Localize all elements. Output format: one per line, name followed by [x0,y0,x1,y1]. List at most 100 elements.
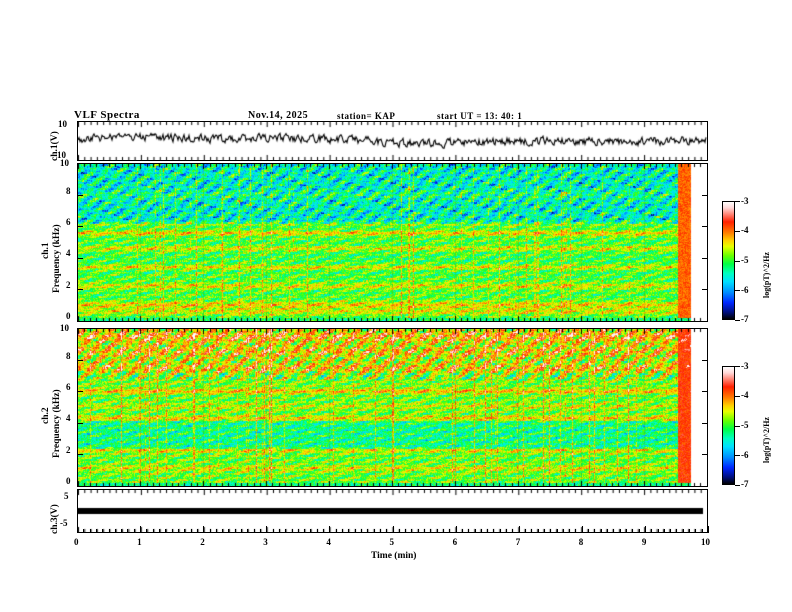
x-tick-mark [543,529,545,533]
ch1-spec-ytick-10: 10 [60,158,69,168]
x-tick-mark [569,529,571,533]
x-tick-label-0: 0 [74,537,79,547]
x-tick-mark [266,526,268,533]
x-tick-mark [663,529,665,533]
x-tick-mark [386,529,388,533]
x-tick-mark [165,529,167,533]
x-tick-mark [461,529,463,533]
x-tick-mark [354,529,356,533]
colorbar1-tick--4: -4 [741,225,749,235]
ch3-volt-ytick-top: 5 [64,491,69,501]
ch2-spec-ytick-6: 6 [66,382,71,392]
ch1-spec-tick [702,194,708,196]
x-tick-mark [140,526,142,533]
colorbar1-tick-mark [735,260,740,262]
ch1-volt-axis-label: ch.1(V) [50,131,60,161]
ch2-spec-tick [702,391,708,393]
x-tick-mark [405,529,407,533]
ch2-spec-axis-label-2: Frequency (kHz) [52,389,62,458]
colorbar1-axis-label: log(pT)^2/Hz [762,252,771,298]
x-tick-mark [506,529,508,533]
ch1-spec-tick [77,289,83,291]
ch2-spec-tick [702,422,708,424]
ch1-spec-tick [702,321,708,322]
x-tick-mark [613,529,615,533]
x-tick-mark [411,529,413,533]
colorbar2-tick-mark [735,395,740,397]
x-tick-label-5: 5 [389,537,395,547]
ch1-volt-ytick-top: 10 [58,119,67,129]
x-tick-mark [335,529,337,533]
panel-ch3-voltage [77,489,708,533]
ch2-spec-tick [77,486,83,487]
x-tick-mark [424,529,426,533]
x-tick-mark [455,526,457,533]
x-tick-mark [575,529,577,533]
x-tick-mark [247,529,249,533]
x-tick-mark [600,529,602,533]
ch1-spec-ytick-6: 6 [66,217,71,227]
x-tick-mark [537,529,539,533]
x-tick-mark [342,529,344,533]
x-tick-mark [588,529,590,533]
x-tick-mark [83,529,85,533]
x-tick-mark [670,529,672,533]
colorbar-ch2 [722,366,735,485]
ch1-spec-ytick-0: 0 [66,311,71,321]
x-tick-mark [146,529,148,533]
x-tick-mark [304,529,306,533]
panel-ch1-voltage [77,121,708,161]
ch2-spec-tick [702,454,708,456]
x-tick-mark [196,529,198,533]
x-tick-mark [297,529,299,533]
panel-ch2-spectrogram [77,328,708,487]
x-tick-mark [209,529,211,533]
x-tick-mark [581,526,583,533]
ch2-spec-axis-label-1: ch.2 [41,407,51,424]
ch2-spec-tick [77,359,83,361]
colorbar2-tick-mark [735,425,740,427]
ch2-spec-tick [77,328,83,329]
ch3-volt-ytick-bottom: -5 [60,518,68,528]
x-tick-mark [278,529,280,533]
ch2-spec-ytick-2: 2 [66,445,71,455]
x-tick-mark [493,529,495,533]
x-tick-mark [651,529,653,533]
x-tick-mark [487,529,489,533]
colorbar2-axis-label: log(pT)^2/Hz [762,417,771,463]
ch2-spec-tick [77,454,83,456]
x-tick-label-4: 4 [326,537,331,547]
x-tick-mark [682,529,684,533]
ch1-spec-tick [77,194,83,196]
ch1-spec-tick [77,163,83,164]
x-tick-mark [625,529,627,533]
figure-title: VLF Spectra [74,109,140,121]
x-tick-mark [449,529,451,533]
ch1-spec-tick [77,321,83,322]
ch2-spec-ytick-4: 4 [66,413,71,423]
x-tick-mark [619,529,621,533]
observation-date: Nov.14, 2025 [248,110,309,121]
x-tick-mark [241,529,243,533]
x-tick-mark [228,529,230,533]
colorbar1-tick--3: -3 [741,196,749,206]
x-tick-mark [310,529,312,533]
colorbar2-tick-mark [735,455,740,457]
x-tick-mark [316,529,318,533]
colorbar-ch1 [722,201,735,320]
ch1-spec-ytick-8: 8 [66,186,71,196]
colorbar2-tick--7: -7 [741,479,749,489]
x-tick-mark [594,529,596,533]
x-tick-mark [550,529,552,533]
x-tick-mark [234,529,236,533]
x-tick-mark [531,529,533,533]
x-tick-label-10: 10 [701,537,710,547]
ch2-spec-tick [77,422,83,424]
colorbar2-tick--5: -5 [741,420,749,430]
station-label: station= KAP [337,111,396,121]
x-tick-mark [190,529,192,533]
x-tick-mark [291,529,293,533]
ch2-spectrogram-image [78,329,707,486]
x-tick-mark [348,529,350,533]
ch2-spec-ytick-8: 8 [66,351,71,361]
